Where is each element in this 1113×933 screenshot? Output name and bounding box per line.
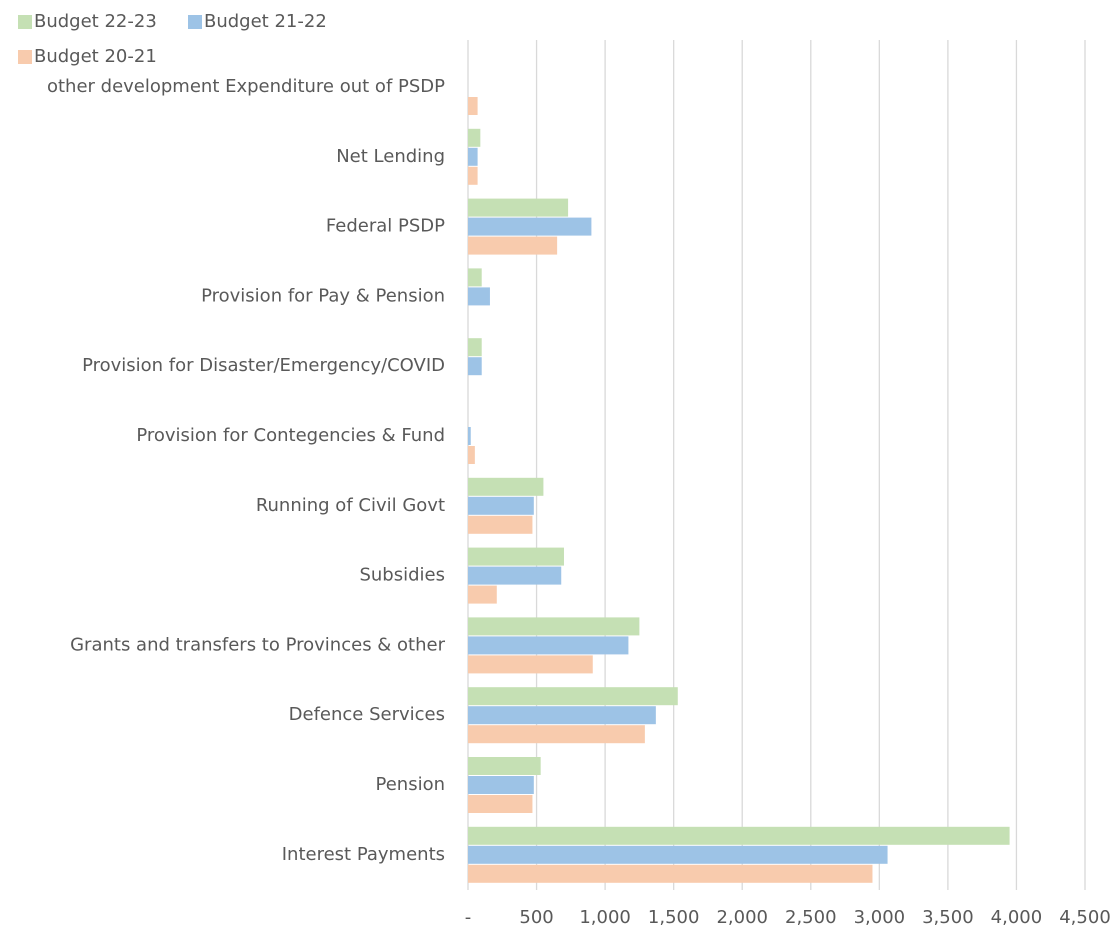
bar — [468, 446, 475, 464]
bar — [468, 217, 592, 236]
y-tick-label: Provision for Disaster/Emergency/COVID — [82, 355, 445, 376]
bar — [468, 776, 534, 794]
bar — [468, 795, 533, 813]
y-tick-label: Pension — [376, 774, 446, 795]
y-tick-label: Provision for Contegencies & Fund — [136, 425, 445, 446]
bar — [468, 427, 471, 445]
legend-label: Budget 21-22 — [204, 11, 327, 32]
x-tick-label: 4,000 — [991, 907, 1043, 928]
bar — [468, 287, 490, 306]
bar — [468, 147, 478, 166]
bar — [468, 687, 678, 706]
y-tick-label: Federal PSDP — [326, 216, 445, 237]
y-tick-label: Interest Payments — [282, 844, 445, 865]
bar — [468, 617, 640, 636]
bar — [468, 547, 564, 566]
legend-label: Budget 20-21 — [34, 46, 157, 67]
x-tick-label: 3,500 — [922, 907, 974, 928]
bar — [468, 268, 482, 287]
bar — [468, 757, 541, 775]
y-tick-label: Grants and transfers to Provinces & othe… — [70, 634, 446, 655]
bar — [468, 198, 569, 217]
bar — [468, 496, 534, 515]
y-tick-label: other development Expenditure out of PSD… — [47, 76, 445, 97]
y-tick-label: Running of Civil Govt — [256, 495, 445, 516]
bar — [468, 166, 478, 185]
x-tick-label: 1,000 — [579, 907, 631, 928]
bar — [468, 236, 558, 255]
bar — [468, 338, 482, 357]
y-tick-label: Subsidies — [359, 565, 445, 586]
bar — [468, 515, 533, 534]
bar — [468, 97, 478, 115]
bar — [468, 826, 1010, 845]
x-tick-label: 1,500 — [648, 907, 700, 928]
x-tick-label: 2,000 — [716, 907, 768, 928]
legend-label: Budget 22-23 — [34, 11, 157, 32]
bar — [468, 477, 544, 496]
bar — [468, 636, 629, 655]
x-tick-label: 3,000 — [854, 907, 906, 928]
legend-swatch — [18, 50, 32, 64]
bar — [468, 845, 888, 864]
x-tick-label: - — [465, 907, 472, 928]
bar — [468, 357, 482, 376]
x-tick-label: 4,500 — [1059, 907, 1111, 928]
legend-swatch — [188, 15, 202, 29]
bar — [468, 655, 593, 674]
bar — [468, 585, 497, 604]
bar — [468, 706, 656, 725]
x-tick-label: 2,500 — [785, 907, 837, 928]
y-tick-label: Net Lending — [336, 146, 445, 167]
bar — [468, 725, 645, 744]
bar — [468, 566, 562, 585]
legend-swatch — [18, 15, 32, 29]
bar — [468, 128, 481, 147]
y-tick-label: Defence Services — [289, 704, 445, 725]
bar — [468, 864, 873, 883]
x-tick-label: 500 — [519, 907, 553, 928]
y-tick-label: Provision for Pay & Pension — [201, 285, 445, 306]
